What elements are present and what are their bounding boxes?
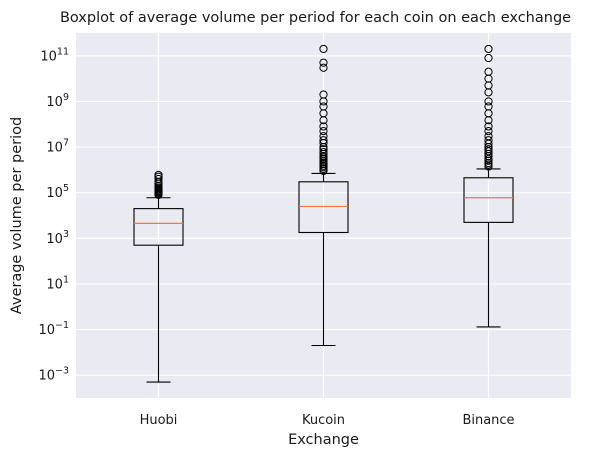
- box-binance: [463, 44, 514, 328]
- y-tick-exponent: −1: [55, 320, 69, 331]
- outlier-point: [484, 122, 493, 131]
- y-tick-label: 1011: [40, 46, 69, 64]
- outlier-point: [484, 145, 493, 154]
- iqr-box: [133, 208, 184, 246]
- x-tick-label: Kucoin: [302, 413, 345, 428]
- y-tick-base: 10: [46, 95, 63, 110]
- iqr-box: [298, 181, 349, 234]
- outlier-point: [319, 145, 328, 154]
- y-tick-exponent: 5: [63, 183, 69, 194]
- outlier-point: [319, 132, 328, 141]
- x-axis-label: Exchange: [288, 432, 359, 448]
- x-axis-ticks: Huobi Kucoin Binance: [140, 413, 515, 428]
- y-tick-base: 10: [46, 186, 63, 201]
- y-tick-exponent: 3: [63, 229, 69, 240]
- y-tick-exponent: −3: [55, 366, 69, 377]
- outlier-point: [484, 44, 493, 54]
- outlier-point: [319, 58, 328, 67]
- y-tick-label: 109: [46, 92, 69, 110]
- x-tick-label: Huobi: [140, 413, 178, 428]
- y-tick-label: 10−1: [38, 320, 69, 338]
- outlier-point: [319, 44, 328, 54]
- y-tick-base: 10: [46, 277, 63, 292]
- outlier-point: [319, 102, 328, 111]
- outlier-point: [154, 170, 163, 180]
- outlier-point: [484, 127, 493, 136]
- y-tick-base: 10: [46, 232, 63, 247]
- x-tick-label: Binance: [462, 413, 514, 428]
- outlier-point: [484, 97, 493, 106]
- y-tick-label: 101: [46, 274, 69, 292]
- outlier-point: [484, 67, 493, 76]
- y-tick-exponent: 11: [57, 46, 69, 57]
- y-tick-label: 10−3: [38, 366, 69, 384]
- y-tick-base: 10: [46, 141, 63, 156]
- y-tick-exponent: 9: [63, 92, 69, 103]
- outlier-point: [319, 90, 328, 99]
- y-tick-exponent: 7: [63, 138, 69, 149]
- y-axis-label: Average volume per period: [9, 117, 25, 314]
- y-tick-label: 107: [46, 138, 69, 156]
- outlier-point: [319, 136, 328, 145]
- outlier-point: [319, 127, 328, 136]
- box-huobi: [133, 170, 184, 383]
- y-tick-label: 105: [46, 183, 69, 201]
- box-series: [133, 44, 514, 383]
- y-tick-exponent: 1: [63, 274, 69, 285]
- y-tick-label: 103: [46, 229, 69, 247]
- outlier-point: [484, 132, 493, 141]
- y-tick-base: 10: [38, 323, 55, 338]
- outlier-point: [484, 136, 493, 145]
- outlier-point: [154, 174, 163, 184]
- y-tick-base: 10: [38, 369, 55, 384]
- chart-title: Boxplot of average volume per period for…: [60, 10, 571, 26]
- outlier-point: [319, 63, 328, 72]
- iqr-box: [463, 177, 514, 223]
- outlier-point: [484, 102, 493, 111]
- box-kucoin: [298, 44, 349, 347]
- y-tick-base: 10: [40, 49, 57, 64]
- outlier-point: [319, 148, 328, 157]
- outlier-point: [319, 122, 328, 131]
- outlier-point: [484, 53, 493, 63]
